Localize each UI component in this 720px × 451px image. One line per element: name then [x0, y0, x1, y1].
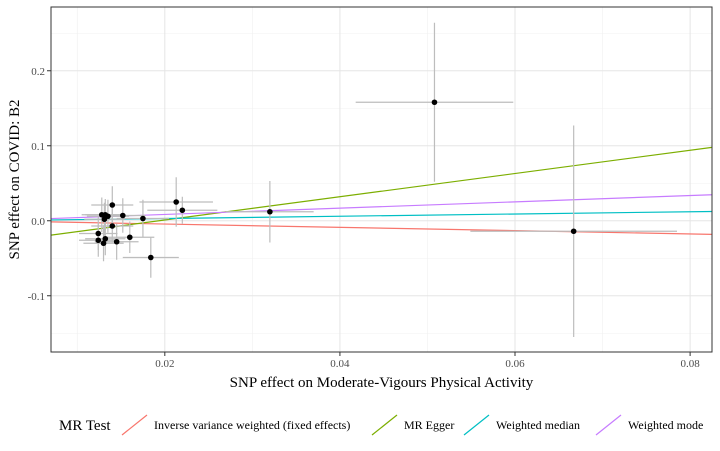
data-point [101, 216, 108, 223]
plot-panel-border [50, 6, 713, 353]
data-point [179, 207, 186, 214]
y-tick-label: 0.1 [31, 141, 45, 153]
legend-key-1 [371, 414, 398, 436]
data-point [140, 215, 146, 222]
data-point [570, 228, 577, 235]
regression-lines [51, 146, 712, 236]
data-point [173, 199, 179, 205]
error-bars [79, 22, 677, 337]
grid-lines [51, 7, 712, 352]
legend-key-0 [121, 414, 148, 436]
data-points [95, 99, 577, 261]
data-point [431, 99, 438, 106]
data-point [109, 223, 116, 229]
data-point [267, 208, 273, 215]
regression-line-1 [51, 146, 712, 236]
legend-label-0: Inverse variance weighted (fixed effects… [154, 418, 350, 432]
y-tick-label: 0.0 [31, 216, 45, 228]
y-tick-label: 0.2 [31, 66, 45, 78]
data-point [100, 240, 107, 247]
x-axis-title: SNP effect on Moderate-Vigours Physical … [230, 375, 534, 391]
data-point [98, 211, 105, 218]
data-point [109, 202, 116, 208]
legend-title: MR Test [59, 418, 111, 434]
data-point [95, 237, 102, 244]
x-tick-label: 0.06 [505, 358, 525, 370]
legend-key-2 [463, 414, 490, 436]
y-axis-ticks: -0.1 0.0 0.1 0.2 [28, 66, 51, 303]
legend-label-1: MR Egger [404, 418, 454, 432]
legend-key-3 [595, 414, 622, 436]
y-axis-title: SNP effect on COVID: B2 [7, 100, 23, 260]
data-point [126, 234, 133, 241]
y-tick-label: -0.1 [28, 291, 45, 303]
data-point [113, 238, 120, 245]
data-point [148, 254, 154, 261]
regression-line-3 [51, 194, 712, 220]
data-point [102, 235, 109, 242]
x-axis-ticks: 0.02 0.04 0.06 0.08 [155, 352, 700, 370]
x-tick-label: 0.04 [330, 358, 350, 370]
data-point [119, 212, 126, 219]
x-tick-label: 0.08 [680, 358, 700, 370]
x-tick-label: 0.02 [155, 358, 174, 370]
regression-line-0 [51, 221, 712, 235]
legend-label-3: Weighted mode [628, 418, 703, 432]
legend-label-2: Weighted median [496, 418, 580, 432]
legend: MR Test Inverse variance weighted (fixed… [59, 414, 703, 436]
data-point [95, 230, 102, 237]
